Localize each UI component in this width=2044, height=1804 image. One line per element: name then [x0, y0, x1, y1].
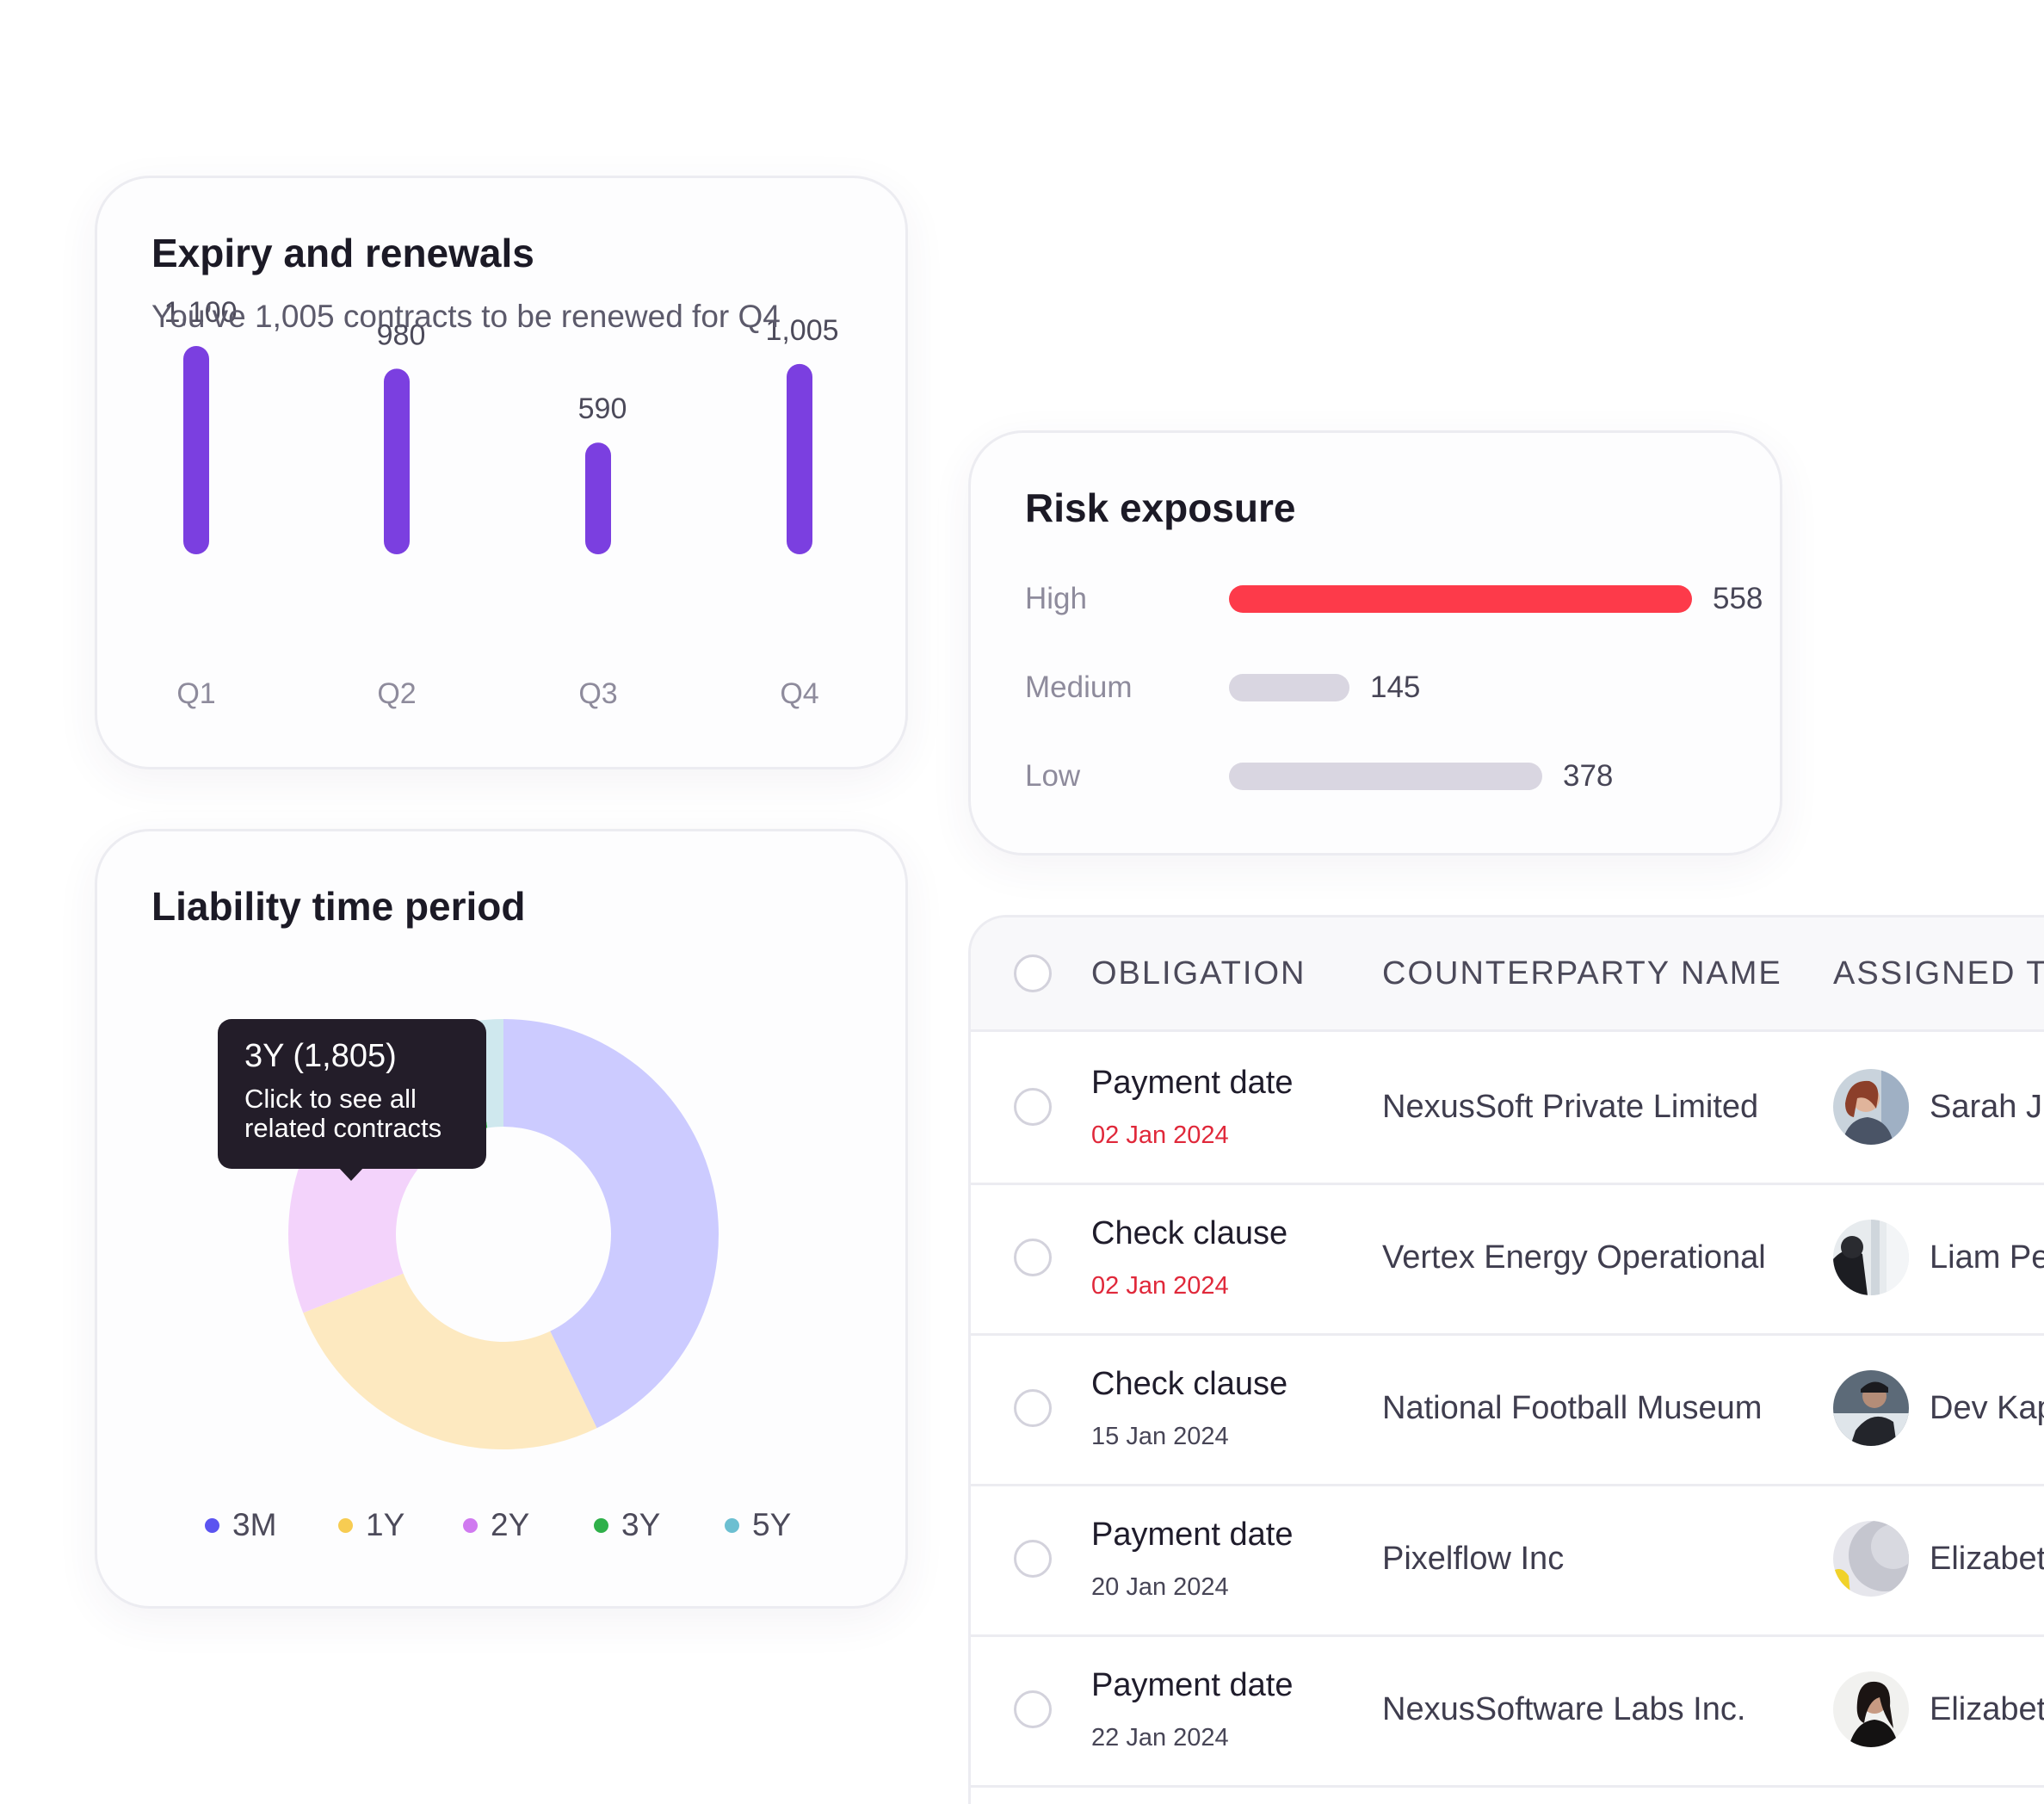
liability-title: Liability time period: [151, 884, 526, 929]
obligation-date: 15 Jan 2024: [1091, 1423, 1229, 1450]
legend-dot: [594, 1517, 608, 1533]
avatar-man-dark: [1833, 1220, 1909, 1295]
row-checkbox[interactable]: [1014, 1088, 1052, 1126]
obligation-date: 20 Jan 2024: [1091, 1573, 1229, 1601]
legend-dot: [463, 1517, 478, 1533]
donut-segment-1y[interactable]: [303, 1273, 597, 1449]
counterparty-name: NexusSoftware Labs Inc.: [1382, 1691, 1746, 1727]
avatar-woman-red-hair: [1833, 1069, 1909, 1145]
table-row[interactable]: Check clause 02 Jan 2024 Vertex Energy Ope…: [971, 1183, 2044, 1336]
legend-dot: [205, 1517, 219, 1533]
expiry-bar-q2[interactable]: [384, 368, 410, 554]
assignee-name[interactable]: Elizabet: [1930, 1541, 2044, 1577]
expiry-title: Expiry and renewals: [151, 231, 534, 275]
risk-value: 145: [1370, 670, 1421, 704]
tooltip-text: Click to see all related contracts: [244, 1084, 442, 1143]
avatar-woman-dark-hair: [1833, 1671, 1909, 1747]
risk-row-low[interactable]: Low 378: [1025, 755, 1731, 798]
table-row[interactable]: Payment date 22 Jan 2024 NexusSoftware Lab…: [971, 1634, 2044, 1788]
expiry-subtitle: You’ve 1,005 contracts to be renewed for…: [151, 299, 781, 334]
column-header-counterparty[interactable]: COUNTERPARTY NAME: [1382, 955, 1782, 992]
row-checkbox[interactable]: [1014, 1690, 1052, 1728]
obligation-title: Check clause: [1091, 1366, 1288, 1402]
legend-label: 3Y: [621, 1507, 661, 1542]
risk-bar-low: [1229, 763, 1542, 790]
obligation-title: Check clause: [1091, 1215, 1288, 1251]
risk-label: High: [1025, 582, 1087, 615]
liability-card: Liability time period 3Y (1,805) Click t…: [95, 829, 908, 1609]
legend-label: 2Y: [491, 1507, 530, 1542]
risk-bar-medium: [1229, 674, 1349, 701]
expiry-value-label: 590: [578, 392, 627, 425]
risk-exposure-card: Risk exposure High 558 Medium 145 Low 378: [968, 430, 1782, 856]
chart-legend: 3M 1Y 2Y 3Y 5Y: [205, 1507, 824, 1550]
expiry-bar-chart: 1,100 Q1 980 Q2 590 Q3 1,005 Q4: [164, 296, 838, 710]
risk-label: Medium: [1025, 670, 1133, 704]
legend-label: 1Y: [366, 1507, 405, 1542]
donut-segment-3m[interactable]: [503, 1019, 719, 1429]
expiry-bar-q4[interactable]: [787, 363, 812, 554]
obligation-title: Payment date: [1091, 1065, 1294, 1101]
liability-donut-chart: [287, 1019, 719, 1449]
legend-dot: [338, 1517, 353, 1533]
expiry-category-label: Q3: [578, 677, 617, 710]
obligation-date: 02 Jan 2024: [1091, 1121, 1229, 1149]
obligation-title: Payment date: [1091, 1667, 1294, 1703]
table-row[interactable]: Payment date 02 Jan 2024 NexusSoft Private…: [971, 1032, 2044, 1185]
assignee-name[interactable]: Elizabet: [1930, 1691, 2044, 1727]
risk-row-high[interactable]: High 558: [1025, 578, 1763, 621]
counterparty-name: National Football Museum: [1382, 1390, 1763, 1426]
obligations-table: OBLIGATION COUNTERPARTY NAME ASSIGNED TO…: [968, 915, 2044, 1804]
legend-item-2y[interactable]: 2Y: [463, 1507, 529, 1543]
risk-value: 558: [1713, 582, 1763, 615]
row-checkbox[interactable]: [1014, 1239, 1052, 1276]
risk-row-medium[interactable]: Medium 145: [1025, 666, 1731, 709]
avatar-man-cap: [1833, 1370, 1909, 1446]
expiry-value-label: 1,100: [164, 296, 237, 329]
risk-title: Risk exposure: [1025, 485, 1296, 530]
column-header-obligation[interactable]: OBLIGATION: [1091, 955, 1306, 992]
legend-label: 5Y: [752, 1507, 792, 1542]
row-checkbox[interactable]: [1014, 1540, 1052, 1578]
legend-dot: [725, 1517, 739, 1533]
legend-label: 3M: [232, 1507, 277, 1542]
risk-value: 378: [1563, 759, 1614, 793]
table-header: OBLIGATION COUNTERPARTY NAME ASSIGNED TO: [971, 917, 2044, 1032]
avatar-abstract: [1833, 1521, 1909, 1597]
counterparty-name: Vertex Energy Operational: [1382, 1239, 1766, 1276]
tooltip-title: 3Y (1,805): [244, 1038, 397, 1074]
counterparty-name: NexusSoft Private Limited: [1382, 1089, 1759, 1125]
risk-bar-high: [1229, 585, 1692, 613]
assignee-name[interactable]: Dev Kap: [1930, 1390, 2044, 1426]
select-all-checkbox[interactable]: [1014, 955, 1052, 992]
expiry-category-label: Q2: [377, 677, 416, 710]
table-row[interactable]: Check clause 15 Jan 2024 National Football…: [971, 1333, 2044, 1486]
row-checkbox[interactable]: [1014, 1389, 1052, 1427]
counterparty-name: Pixelflow Inc: [1382, 1541, 1565, 1577]
assignee-name[interactable]: Sarah J: [1930, 1089, 2042, 1125]
table-row[interactable]: Payment date 20 Jan 2024 Pixelflow Inc Eliz…: [971, 1484, 2044, 1637]
chart-tooltip[interactable]: 3Y (1,805) Click to see all related cont…: [218, 1019, 486, 1181]
obligation-date: 02 Jan 2024: [1091, 1272, 1229, 1300]
legend-item-5y[interactable]: 5Y: [725, 1507, 791, 1543]
obligation-date: 22 Jan 2024: [1091, 1724, 1229, 1751]
expiry-bar-q3[interactable]: [585, 442, 611, 554]
legend-item-1y[interactable]: 1Y: [338, 1507, 404, 1543]
assignee-name[interactable]: Liam Pe: [1930, 1239, 2044, 1276]
expiry-category-label: Q4: [780, 677, 818, 710]
expiry-value-label: 1,005: [765, 314, 838, 347]
risk-label: Low: [1025, 759, 1081, 793]
expiry-bar-q1[interactable]: [183, 346, 209, 554]
obligation-title: Payment date: [1091, 1517, 1294, 1553]
column-header-assigned-to[interactable]: ASSIGNED TO: [1833, 955, 2044, 992]
expiry-value-label: 980: [377, 318, 426, 351]
expiry-category-label: Q1: [176, 677, 215, 710]
legend-item-3m[interactable]: 3M: [205, 1507, 276, 1543]
expiry-renewals-card: 1,100 Q1 980 Q2 590 Q3 1,005 Q4 Expiry and rene…: [95, 176, 908, 769]
legend-item-3y[interactable]: 3Y: [594, 1507, 660, 1543]
